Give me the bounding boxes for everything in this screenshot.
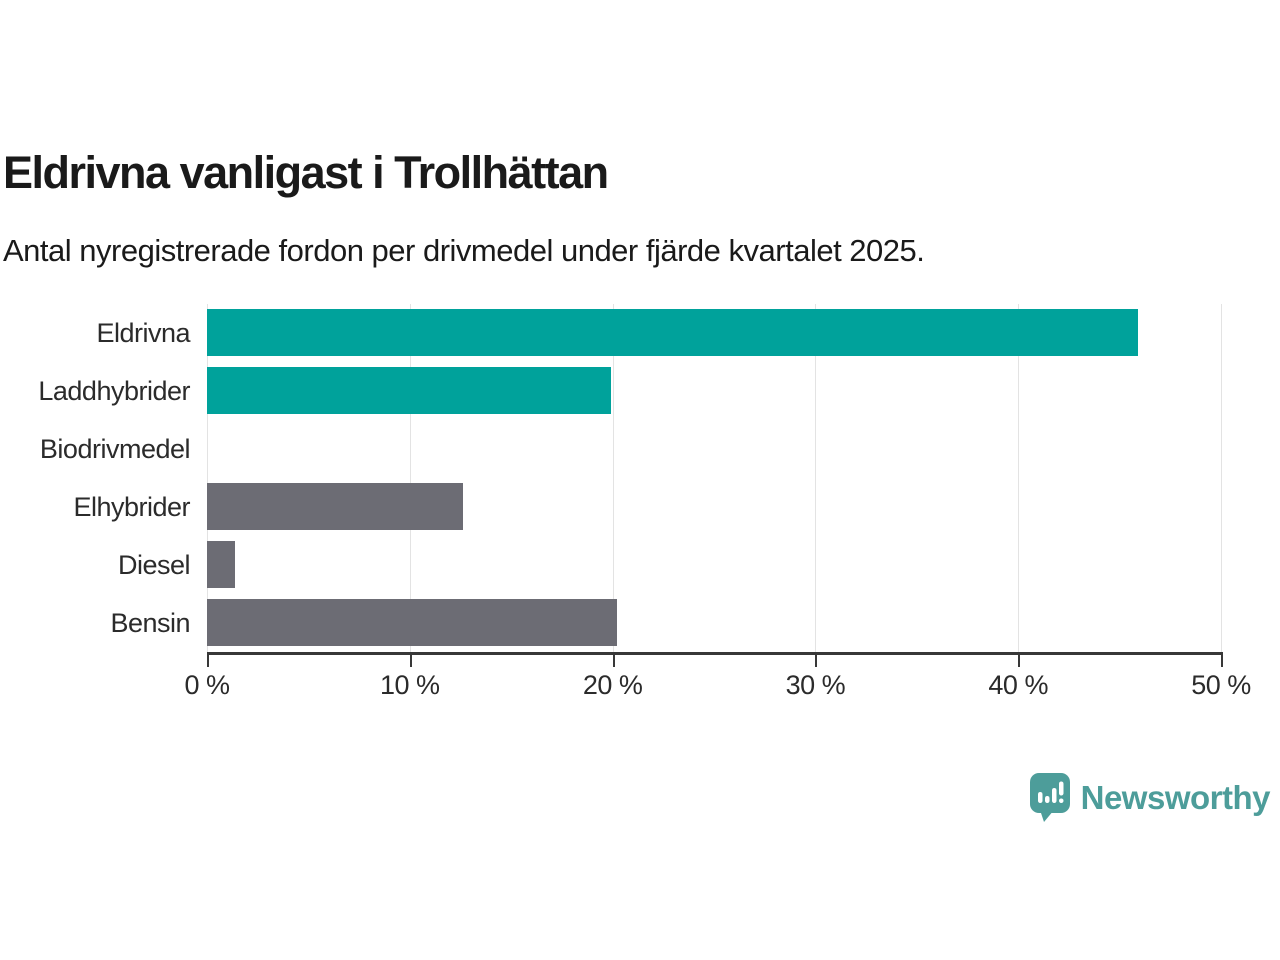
category-label: Laddhybrider (38, 376, 190, 406)
chart-title: Eldrivna vanligast i Trollhättan (3, 147, 609, 198)
category-label: Biodrivmedel (39, 434, 191, 464)
bar-row: Elhybrider (0, 478, 1280, 536)
axis-tick-label: 40 % (988, 670, 1048, 700)
bar-chart: Eldrivna Laddhybrider Biodrivmedel Elhybrid… (0, 304, 1280, 714)
axis-tick-label: 30 % (785, 670, 846, 700)
axis-tick (1221, 655, 1223, 667)
bar (207, 541, 236, 588)
category-label: Elhybrider (73, 492, 190, 522)
gridline (815, 304, 817, 652)
bar (207, 483, 463, 530)
axis-tick-label: 10 % (380, 670, 440, 700)
bar-row: Eldrivna (0, 304, 1280, 362)
axis-tick (1018, 655, 1021, 667)
axis-tick (815, 655, 818, 667)
brand-name: Newsworthy (1080, 779, 1271, 816)
newsworthy-logo: Newsworthy (1029, 772, 1271, 823)
category-label: Diesel (117, 550, 191, 580)
category-label: Eldrivna (96, 318, 190, 348)
gridline (207, 304, 208, 652)
gridline (1221, 304, 1222, 652)
x-axis-line (207, 652, 1223, 655)
bar-row: Diesel (0, 536, 1280, 594)
axis-tick (207, 655, 209, 667)
bar-row: Bensin (0, 594, 1280, 652)
axis-tick-label: 20 % (582, 670, 643, 700)
axis-tick-label: 50 % (1191, 670, 1251, 700)
gridline (409, 304, 411, 652)
gridline (1018, 304, 1020, 652)
bar-row: Biodrivmedel (0, 420, 1280, 478)
newsworthy-speech-bubble-chart-icon (1029, 773, 1070, 822)
bar-row: Laddhybrider (0, 362, 1280, 420)
axis-tick-label: 0 % (184, 670, 230, 700)
gridline (612, 304, 614, 652)
bar (207, 309, 1138, 356)
category-label: Bensin (110, 608, 190, 638)
axis-tick (612, 655, 615, 667)
bar (207, 599, 617, 646)
axis-tick (409, 655, 412, 667)
chart-subtitle: Antal nyregistrerade fordon per drivmede… (3, 233, 925, 268)
bar (207, 367, 611, 414)
